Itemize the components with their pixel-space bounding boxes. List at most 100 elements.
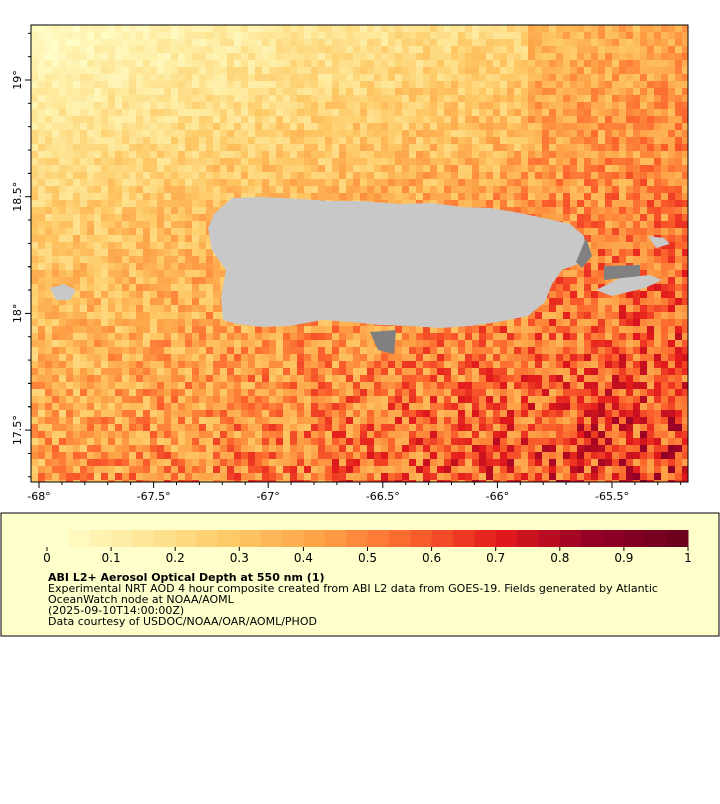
raster-cell bbox=[668, 221, 675, 228]
raster-cell bbox=[416, 368, 423, 375]
raster-cell bbox=[59, 95, 66, 102]
raster-cell bbox=[619, 249, 626, 256]
raster-cell bbox=[108, 165, 115, 172]
raster-cell bbox=[66, 39, 73, 46]
raster-cell bbox=[654, 81, 661, 88]
raster-cell bbox=[451, 340, 458, 347]
raster-cell bbox=[472, 102, 479, 109]
raster-cell bbox=[332, 144, 339, 151]
raster-cell bbox=[535, 354, 542, 361]
raster-cell bbox=[570, 214, 577, 221]
raster-cell bbox=[647, 137, 654, 144]
raster-cell bbox=[668, 347, 675, 354]
raster-cell bbox=[157, 270, 164, 277]
raster-cell bbox=[647, 39, 654, 46]
raster-cell bbox=[353, 319, 360, 326]
raster-cell bbox=[38, 347, 45, 354]
raster-cell bbox=[395, 340, 402, 347]
raster-cell bbox=[423, 165, 430, 172]
raster-cell bbox=[647, 102, 654, 109]
raster-cell bbox=[31, 396, 38, 403]
raster-cell bbox=[129, 340, 136, 347]
raster-cell bbox=[556, 186, 563, 193]
raster-cell bbox=[157, 102, 164, 109]
raster-cell bbox=[38, 368, 45, 375]
raster-cell bbox=[157, 326, 164, 333]
raster-cell bbox=[52, 193, 59, 200]
raster-cell bbox=[297, 151, 304, 158]
raster-cell bbox=[178, 179, 185, 186]
raster-cell bbox=[66, 368, 73, 375]
raster-cell bbox=[570, 123, 577, 130]
raster-cell bbox=[535, 102, 542, 109]
raster-cell bbox=[87, 249, 94, 256]
raster-cell bbox=[108, 102, 115, 109]
raster-cell bbox=[332, 32, 339, 39]
raster-cell bbox=[45, 144, 52, 151]
raster-cell bbox=[381, 74, 388, 81]
raster-cell bbox=[136, 214, 143, 221]
raster-cell bbox=[549, 46, 556, 53]
raster-cell bbox=[437, 39, 444, 46]
raster-cell bbox=[500, 95, 507, 102]
raster-cell bbox=[311, 74, 318, 81]
raster-cell bbox=[143, 165, 150, 172]
raster-cell bbox=[423, 151, 430, 158]
raster-cell bbox=[563, 354, 570, 361]
raster-cell bbox=[647, 60, 654, 67]
raster-cell bbox=[332, 186, 339, 193]
raster-cell bbox=[633, 375, 640, 382]
raster-cell bbox=[528, 39, 535, 46]
raster-cell bbox=[591, 277, 598, 284]
raster-cell bbox=[178, 221, 185, 228]
raster-cell bbox=[220, 382, 227, 389]
raster-cell bbox=[458, 53, 465, 60]
raster-cell bbox=[115, 291, 122, 298]
raster-cell bbox=[171, 109, 178, 116]
raster-cell bbox=[542, 46, 549, 53]
raster-cell bbox=[612, 382, 619, 389]
raster-cell bbox=[108, 137, 115, 144]
raster-cell bbox=[66, 165, 73, 172]
raster-cell bbox=[87, 88, 94, 95]
raster-cell bbox=[507, 116, 514, 123]
raster-cell bbox=[346, 375, 353, 382]
raster-cell bbox=[500, 179, 507, 186]
raster-cell bbox=[52, 123, 59, 130]
raster-cell bbox=[388, 326, 395, 333]
raster-cell bbox=[185, 263, 192, 270]
raster-cell bbox=[584, 46, 591, 53]
raster-cell bbox=[164, 291, 171, 298]
raster-cell bbox=[94, 291, 101, 298]
raster-cell bbox=[430, 25, 437, 32]
raster-cell bbox=[367, 165, 374, 172]
raster-cell bbox=[283, 354, 290, 361]
raster-cell bbox=[570, 165, 577, 172]
raster-cell bbox=[570, 361, 577, 368]
raster-cell bbox=[528, 95, 535, 102]
raster-cell bbox=[192, 172, 199, 179]
raster-cell bbox=[675, 214, 682, 221]
raster-cell bbox=[80, 151, 87, 158]
raster-cell bbox=[297, 382, 304, 389]
raster-cell bbox=[108, 382, 115, 389]
raster-cell bbox=[556, 326, 563, 333]
raster-cell bbox=[437, 347, 444, 354]
raster-cell bbox=[675, 186, 682, 193]
raster-cell bbox=[108, 123, 115, 130]
raster-cell bbox=[682, 25, 688, 32]
raster-cell bbox=[619, 81, 626, 88]
raster-cell bbox=[206, 151, 213, 158]
raster-cell bbox=[493, 200, 500, 207]
raster-cell bbox=[325, 144, 332, 151]
raster-cell bbox=[262, 130, 269, 137]
raster-cell bbox=[45, 109, 52, 116]
raster-cell bbox=[199, 144, 206, 151]
raster-cell bbox=[318, 172, 325, 179]
raster-cell bbox=[143, 347, 150, 354]
raster-cell bbox=[514, 172, 521, 179]
raster-cell bbox=[563, 305, 570, 312]
raster-cell bbox=[430, 354, 437, 361]
raster-cell bbox=[605, 249, 612, 256]
raster-cell bbox=[136, 319, 143, 326]
